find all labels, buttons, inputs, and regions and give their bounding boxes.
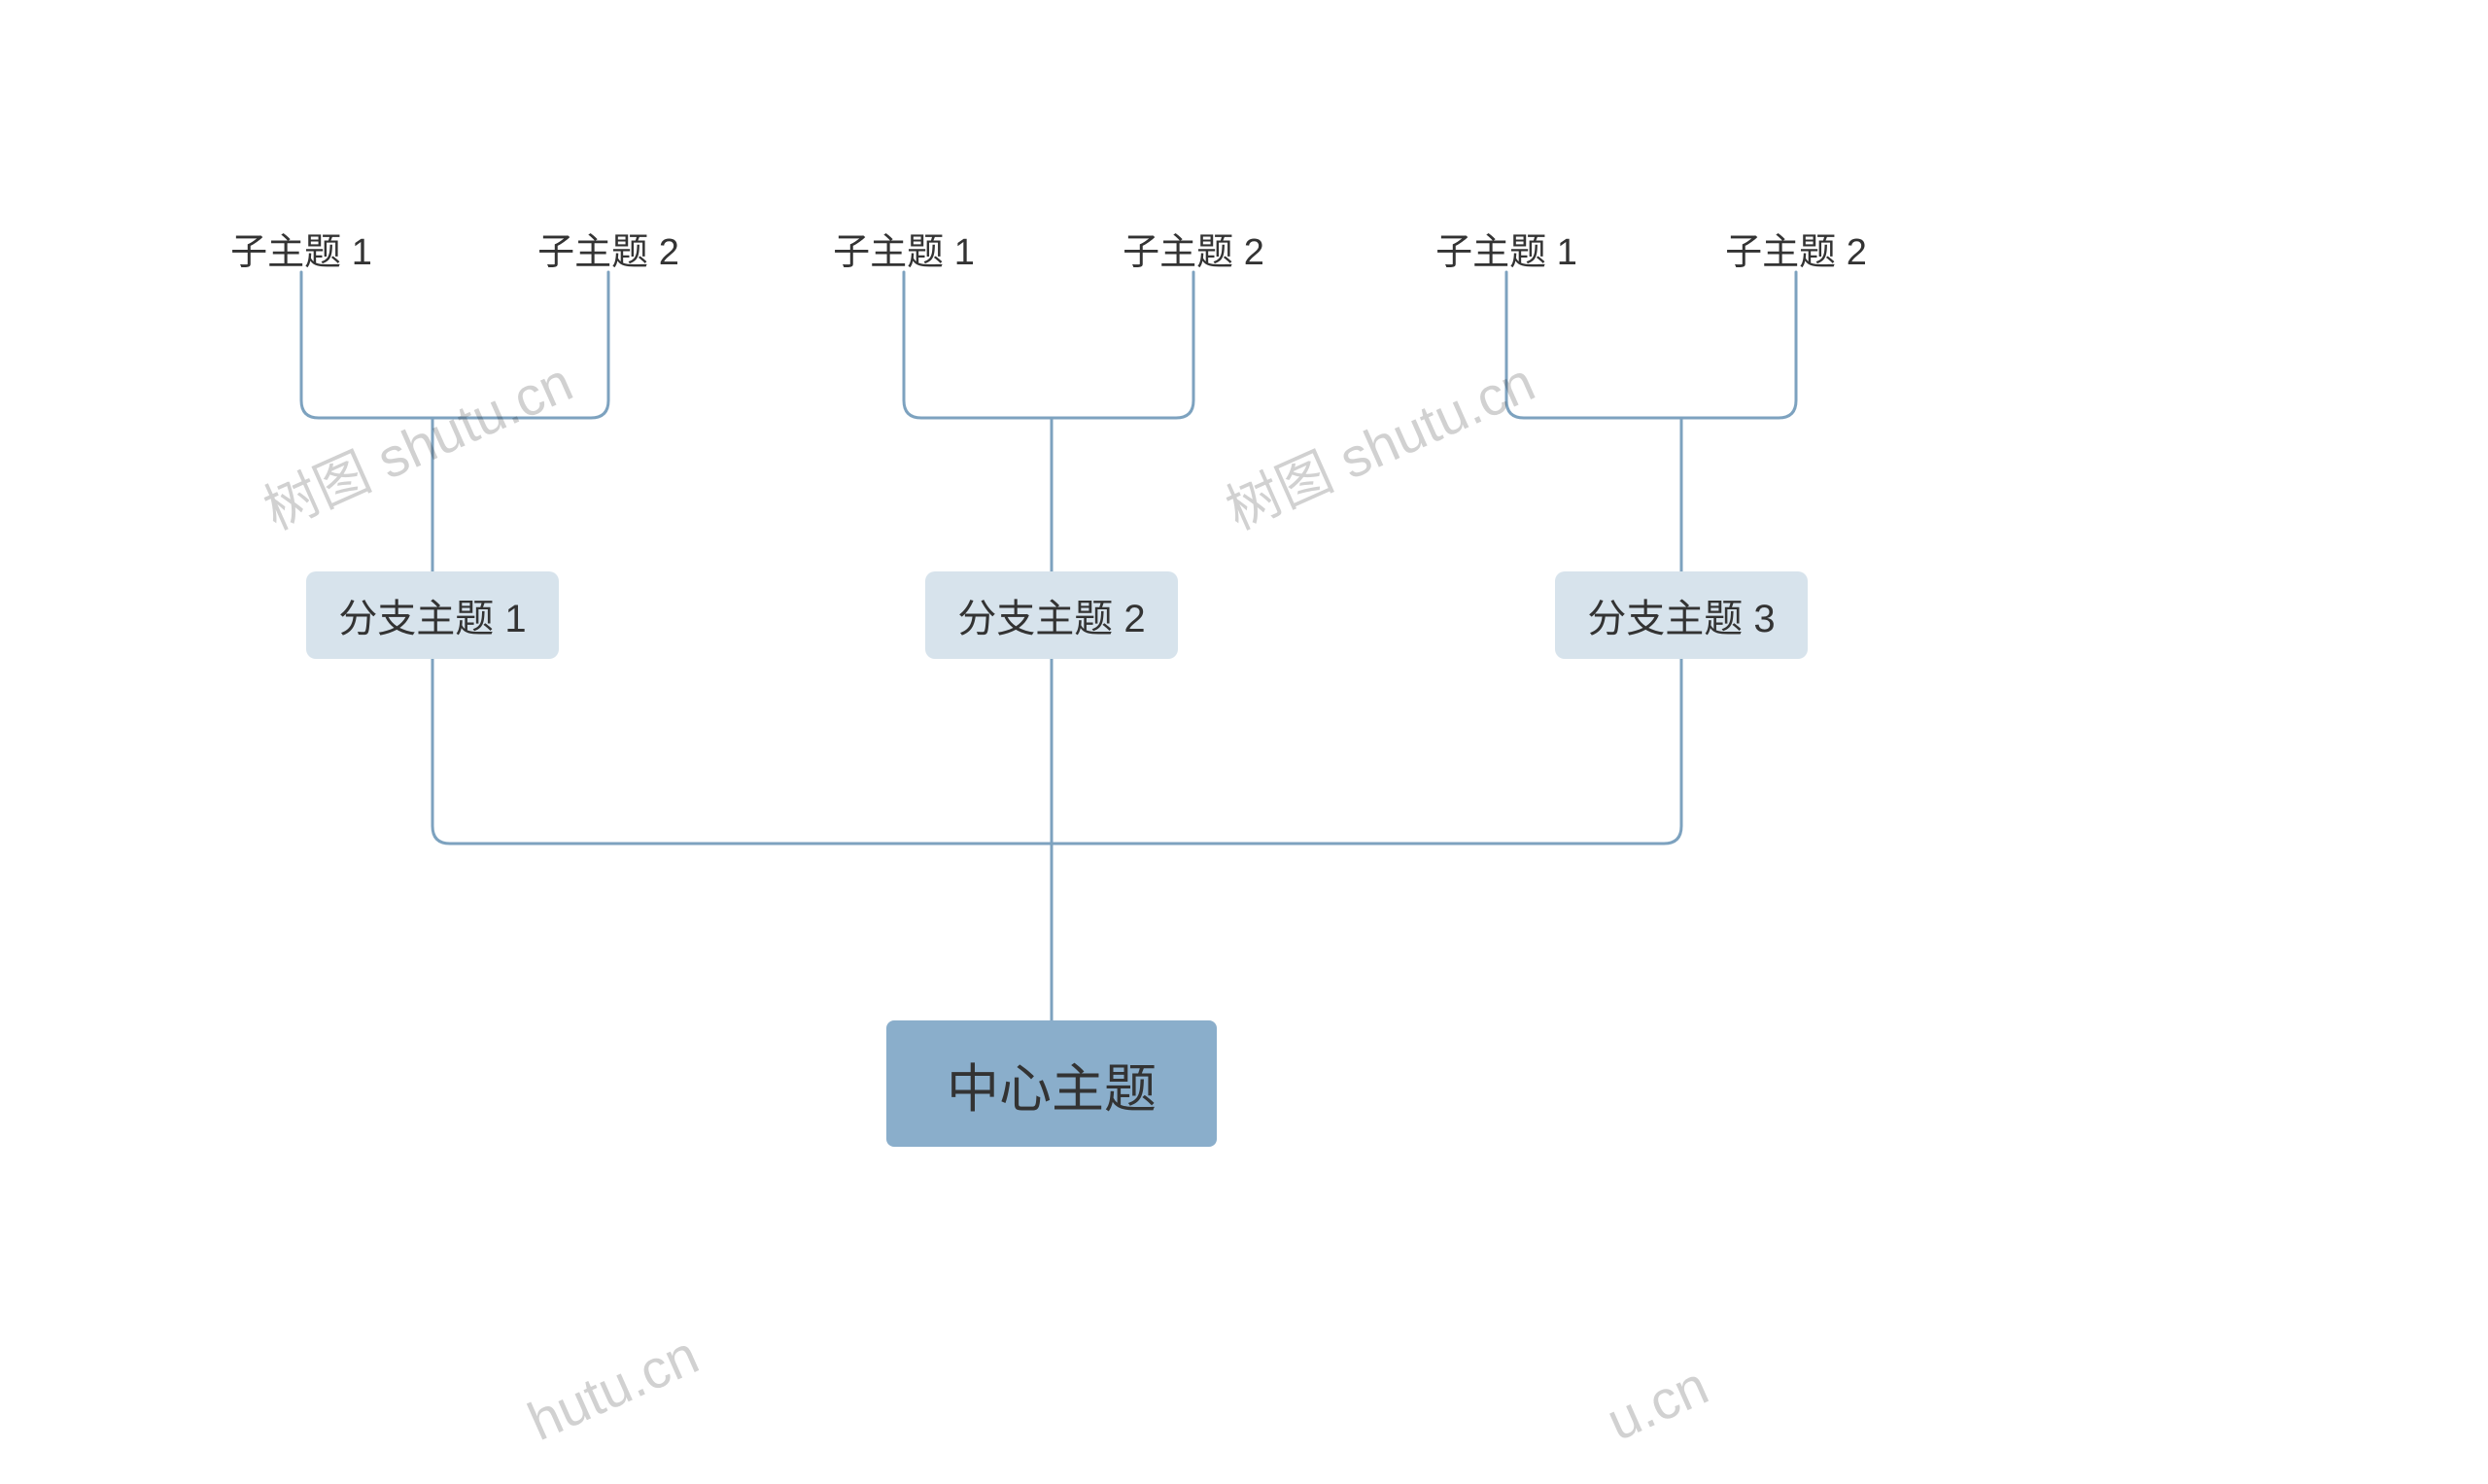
- leaf-label: 子主题 1: [1435, 222, 1577, 275]
- leaf-label: 子主题 1: [230, 222, 372, 275]
- leaf-node-2-1[interactable]: 子主题 1: [816, 224, 991, 272]
- mindmap-canvas: 中心主题 分支主题 1 子主题 1 子主题 2 分支主题 2 子主题 1 子主题…: [0, 0, 2488, 1484]
- leaf-node-2-2[interactable]: 子主题 2: [1106, 224, 1281, 272]
- leaf-node-3-1[interactable]: 子主题 1: [1419, 224, 1594, 272]
- branch-label: 分支主题 2: [957, 587, 1145, 643]
- branch-node-2[interactable]: 分支主题 2: [925, 571, 1178, 659]
- branch-node-3[interactable]: 分支主题 3: [1555, 571, 1808, 659]
- watermark: u.cn: [1598, 1354, 1717, 1453]
- root-label: 中心主题: [947, 1046, 1157, 1122]
- branch-label: 分支主题 1: [338, 587, 526, 643]
- watermark: 树图 shutu.cn: [1212, 339, 1545, 545]
- root-node[interactable]: 中心主题: [886, 1020, 1217, 1147]
- leaf-node-1-2[interactable]: 子主题 2: [521, 224, 696, 272]
- leaf-label: 子主题 2: [537, 222, 679, 275]
- watermark: 树图 shutu.cn: [250, 339, 583, 545]
- leaf-label: 子主题 2: [1123, 222, 1264, 275]
- watermark: hutu.cn: [519, 1323, 708, 1453]
- branch-node-1[interactable]: 分支主题 1: [306, 571, 559, 659]
- branch-label: 分支主题 3: [1587, 587, 1775, 643]
- leaf-node-1-1[interactable]: 子主题 1: [214, 224, 389, 272]
- leaf-label: 子主题 1: [833, 222, 975, 275]
- leaf-node-3-2[interactable]: 子主题 2: [1709, 224, 1883, 272]
- leaf-label: 子主题 2: [1725, 222, 1867, 275]
